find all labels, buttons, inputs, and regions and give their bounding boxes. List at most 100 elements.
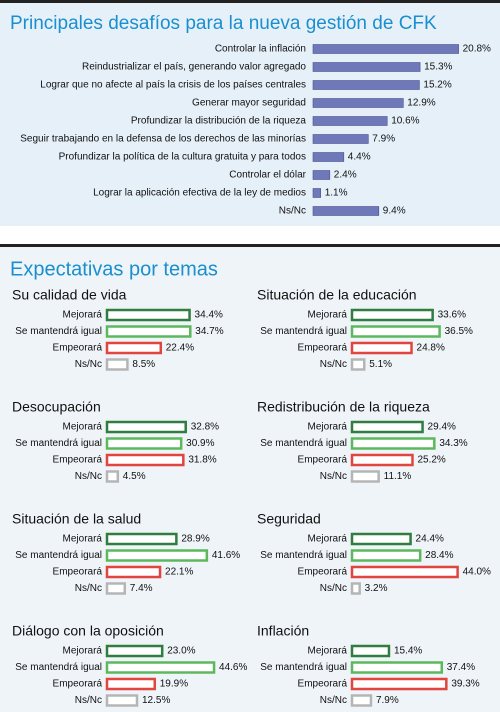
chart-title: Seguridad <box>257 511 321 527</box>
value-label: 5.1% <box>369 359 392 370</box>
category-label: Ns/Nc <box>75 583 102 594</box>
category-label: Se mantendrá igual <box>15 438 102 449</box>
category-label: Ns/Nc <box>75 359 102 370</box>
bar <box>312 134 369 144</box>
value-label: 29.4% <box>428 422 456 433</box>
value-label: 41.6% <box>212 550 240 561</box>
bar <box>105 437 183 450</box>
value-label: 7.9% <box>376 695 399 706</box>
category-label: Generar mayor seguridad <box>192 98 306 109</box>
panel <box>0 244 500 712</box>
value-label: 4.5% <box>123 471 146 482</box>
bar <box>105 325 192 338</box>
value-label: 37.4% <box>447 662 475 673</box>
bar <box>350 420 424 434</box>
value-label: 20.8% <box>463 44 491 55</box>
category-label: Ns/Nc <box>320 695 347 706</box>
value-label: 12.9% <box>407 98 435 109</box>
chart-title: Inflación <box>257 623 309 639</box>
bar <box>312 116 388 126</box>
chart-title: Diálogo con la oposición <box>12 623 164 639</box>
value-label: 25.2% <box>417 455 445 466</box>
category-label: Ns/Nc <box>320 471 347 482</box>
category-label: Mejorará <box>63 422 103 433</box>
category-label: Empeorará <box>53 679 103 690</box>
bar <box>350 582 361 595</box>
bar <box>105 470 120 483</box>
category-label: Lograr que no afecte al país la crisis d… <box>40 80 306 91</box>
panel-border <box>0 0 500 3</box>
bar <box>312 62 421 72</box>
category-label: Mejorará <box>63 534 103 545</box>
value-label: 2.4% <box>334 170 357 181</box>
bar <box>105 694 139 707</box>
bar <box>105 308 191 322</box>
bar <box>350 694 373 707</box>
value-label: 19.9% <box>160 679 188 690</box>
category-label: Empeorará <box>298 455 348 466</box>
category-label: Se mantendrá igual <box>15 550 102 561</box>
value-label: 9.4% <box>383 206 406 217</box>
value-label: 12.5% <box>142 695 170 706</box>
value-label: 7.4% <box>130 583 153 594</box>
value-label: 11.1% <box>384 471 412 482</box>
value-label: 15.2% <box>423 80 451 91</box>
value-label: 4.4% <box>348 152 371 163</box>
value-label: 33.6% <box>438 310 466 321</box>
value-label: 24.8% <box>417 343 445 354</box>
category-label: Ns/Nc <box>75 471 102 482</box>
bar <box>105 644 164 658</box>
bar <box>350 532 412 546</box>
value-label: 34.3% <box>439 438 467 449</box>
category-label: Seguir trabajando en la defensa de los d… <box>20 134 306 145</box>
bar <box>350 661 444 674</box>
bar <box>350 341 413 355</box>
bar <box>350 437 436 450</box>
category-label: Ns/Nc <box>75 695 102 706</box>
value-label: 34.4% <box>195 310 223 321</box>
category-label: Ns/Nc <box>320 359 347 370</box>
bar <box>350 549 422 562</box>
panel-border <box>0 244 500 247</box>
bar <box>350 470 380 483</box>
category-label: Se mantendrá igual <box>260 326 347 337</box>
bar <box>350 453 414 467</box>
chart-title: Desocupación <box>12 399 101 415</box>
value-label: 30.9% <box>186 438 214 449</box>
value-label: 22.4% <box>166 343 194 354</box>
bar <box>312 98 404 108</box>
value-label: 39.3% <box>451 679 479 690</box>
category-label: Controlar la inflación <box>215 44 306 55</box>
chart-title: Su calidad de vida <box>12 287 127 303</box>
value-label: 23.0% <box>167 646 195 657</box>
bar <box>350 565 459 579</box>
chart-title: Situación de la educación <box>257 287 417 303</box>
chart-title: Situación de la salud <box>12 511 141 527</box>
bar <box>312 44 459 54</box>
category-label: Se mantendrá igual <box>15 326 102 337</box>
value-label: 3.2% <box>365 583 388 594</box>
category-label: Lograr la aplicación efectiva de la ley … <box>93 188 306 199</box>
value-label: 15.4% <box>394 646 422 657</box>
category-label: Mejorará <box>63 310 103 321</box>
bar <box>350 358 366 371</box>
category-label: Controlar el dólar <box>229 170 306 181</box>
category-label: Ns/Nc <box>320 583 347 594</box>
value-label: 44.6% <box>219 662 247 673</box>
value-label: 24.4% <box>416 534 444 545</box>
bar <box>350 644 391 658</box>
panel <box>0 0 500 226</box>
bar <box>312 80 420 90</box>
bar <box>105 420 187 434</box>
category-label: Reindustrializar el país, generando valo… <box>82 62 306 73</box>
value-label: 28.9% <box>181 534 209 545</box>
bar <box>312 170 331 180</box>
category-label: Se mantendrá igual <box>260 550 347 561</box>
bar <box>105 549 209 562</box>
bar <box>105 532 178 546</box>
category-label: Profundizar la distribución de la riquez… <box>131 116 307 127</box>
value-label: 32.8% <box>191 422 219 433</box>
bar <box>350 677 448 691</box>
value-label: 31.8% <box>188 455 216 466</box>
